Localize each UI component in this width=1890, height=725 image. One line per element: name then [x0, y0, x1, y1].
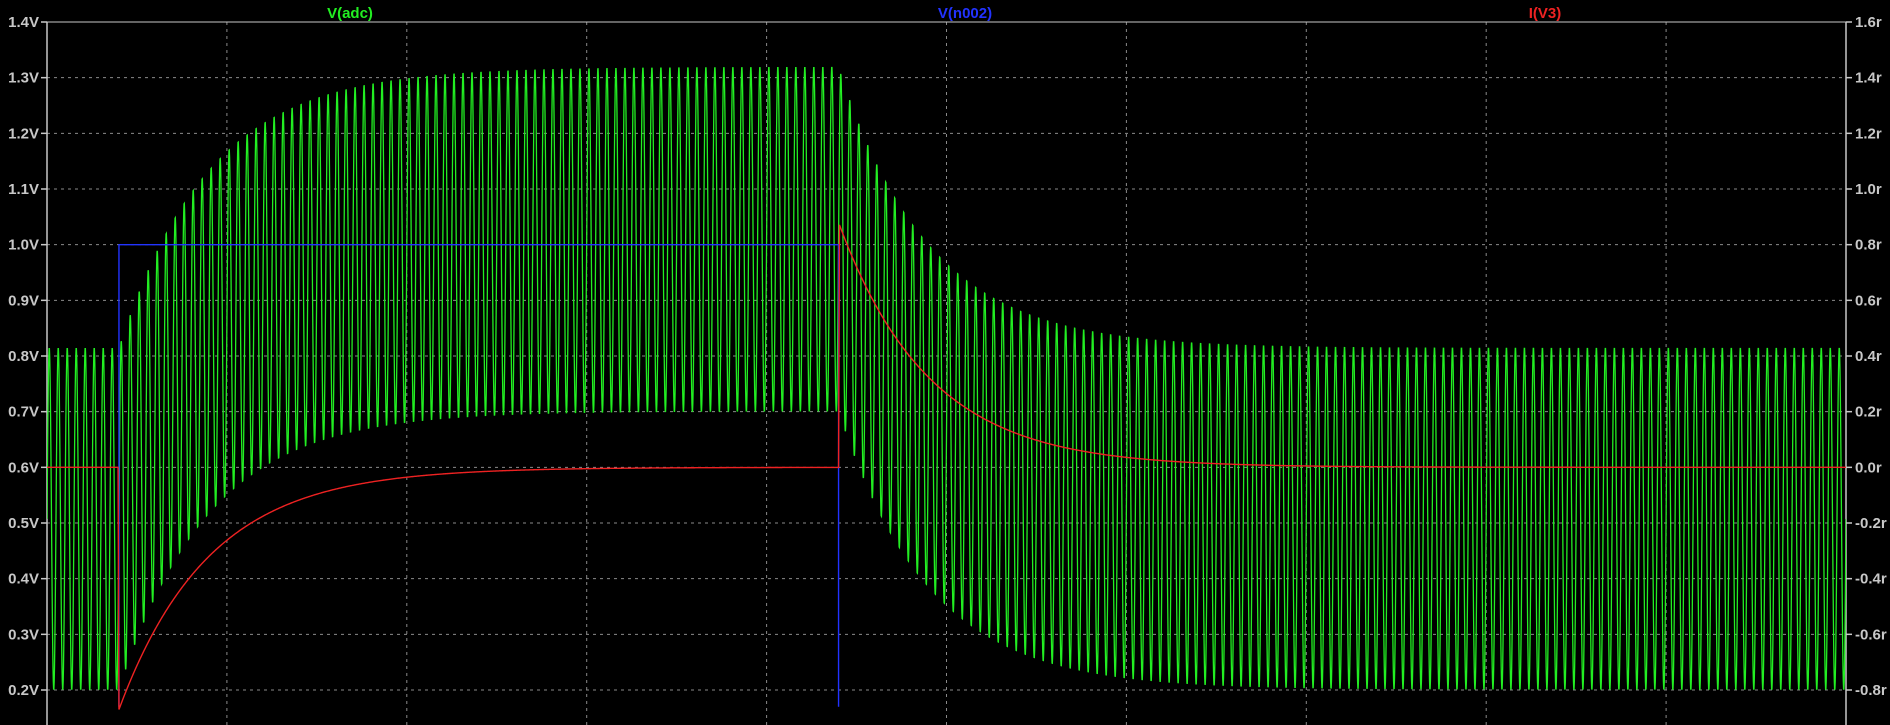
left-tick-label: 0.5V: [8, 515, 39, 532]
right-axis: 1.6r 1.4r 1.2r 1.0r 0.8r 0.6r 0.4r 0.2r 0.0r -0.2…: [1846, 14, 1887, 699]
left-tick-label: 0.8V: [8, 348, 39, 365]
right-tick-label: 0.2r: [1855, 404, 1882, 421]
right-tick-label: 1.2r: [1855, 125, 1882, 142]
right-tick-label: 0.0r: [1855, 459, 1882, 476]
right-tick-label: -0.2r: [1855, 515, 1887, 532]
right-tick-label: -0.4r: [1855, 571, 1887, 588]
legend: V(adc) V(n002) I(V3): [327, 5, 1561, 22]
left-tick-label: 0.3V: [8, 626, 39, 643]
trace-label-0: V(adc): [327, 5, 373, 22]
left-tick-label: 0.6V: [8, 459, 39, 476]
plot-frame: [46, 21, 1847, 725]
trace-label-1: V(n002): [938, 5, 992, 22]
right-tick-label: 1.4r: [1855, 70, 1882, 87]
left-tick-label: 1.4V: [8, 14, 39, 31]
left-tick-label: 0.4V: [8, 571, 39, 588]
traces: [47, 66, 1846, 710]
left-tick-label: 0.2V: [8, 682, 39, 699]
trace-label-2: I(V3): [1529, 5, 1562, 22]
trace-v-adc: [47, 66, 1846, 690]
right-tick-label: -0.8r: [1855, 682, 1887, 699]
left-tick-label: 1.3V: [8, 70, 39, 87]
trace-v-n002: [118, 243, 840, 707]
left-tick-label: 0.9V: [8, 292, 39, 309]
right-tick-label: -0.6r: [1855, 626, 1887, 643]
left-tick-label: 0.7V: [8, 404, 39, 421]
trace-i-v3: [47, 224, 1846, 710]
right-tick-label: 0.4r: [1855, 348, 1882, 365]
right-tick-label: 1.0r: [1855, 181, 1882, 198]
right-tick-label: 0.6r: [1855, 292, 1882, 309]
left-tick-label: 1.0V: [8, 237, 39, 254]
right-tick-label: 0.8r: [1855, 237, 1882, 254]
right-tick-label: 1.6r: [1855, 14, 1882, 31]
left-axis: 1.4V 1.3V 1.2V 1.1V 1.0V 0.9V 0.8V 0.7V 0.6V 0.5V…: [8, 14, 47, 699]
left-tick-label: 1.2V: [8, 125, 39, 142]
left-tick-label: 1.1V: [8, 181, 39, 198]
